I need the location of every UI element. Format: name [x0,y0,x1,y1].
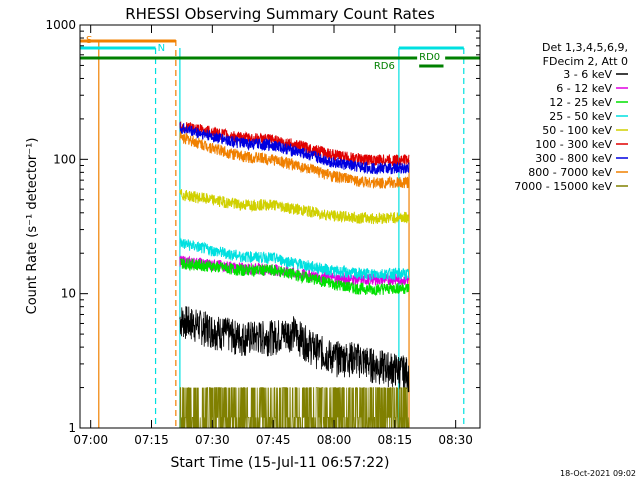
legend-entry-label: 6 - 12 keV [556,82,612,95]
x-tick-label: 07:00 [73,433,108,447]
x-tick-label: 08:30 [438,433,473,447]
legend-entry-label: 25 - 50 keV [549,110,612,123]
flag-label-n: N [158,43,165,54]
series-line-4 [179,189,410,225]
y-tick-label: 100 [53,152,76,166]
x-tick-label: 08:00 [317,433,352,447]
legend: Det 1,3,4,5,6,9,FDecim 2, Att 03 - 6 keV… [514,41,628,193]
axis-ticks: 1 10 100 1000 07:00 07:15 07:30 07:45 08:00 08:15… [45,18,480,447]
x-tick-label: 07:30 [195,433,230,447]
legend-header-line: FDecim 2, Att 0 [543,55,628,68]
y-axis-label: Count Rate (s⁻¹ detector⁻¹) [25,138,40,315]
flag-label-s: S [86,35,92,46]
chart-title: RHESSI Observing Summary Count Rates [125,5,435,23]
plot-frame [79,24,481,429]
y-tick-label: 1 [68,421,76,435]
x-tick-label: 07:15 [134,433,169,447]
series-line-3 [179,237,410,282]
series-layer [179,121,410,429]
x-tick-label: 08:15 [378,433,413,447]
series-line-0 [179,306,410,393]
legend-entry-label: 300 - 800 keV [535,152,612,165]
y-tick-label: 1000 [45,18,76,32]
rd0-label-bg [417,51,446,61]
flag-label-rd0: RD0 [419,52,440,63]
series-line-6 [179,122,410,175]
legend-header-line: Det 1,3,4,5,6,9, [542,41,628,54]
legend-entry-label: 3 - 6 keV [563,68,612,81]
legend-entry-label: 7000 - 15000 keV [514,180,612,193]
x-tick-label: 07:45 [256,433,291,447]
legend-entry-label: 100 - 300 keV [535,138,612,151]
x-axis-label: Start Time (15-Jul-11 06:57:22) [170,455,389,471]
legend-entry-label: 12 - 25 keV [549,96,612,109]
y-tick-label: 10 [61,287,76,301]
series-line-8 [179,387,410,429]
flag-bars: S N RD0 RD6 [80,35,480,428]
flag-label-rd6: RD6 [374,61,395,72]
series-line-2 [179,257,410,297]
series-line-7 [179,130,410,189]
legend-entry-label: 50 - 100 keV [542,124,612,137]
legend-entry-label: 800 - 7000 keV [528,166,612,179]
footer-date: 18-Oct-2021 09:02 [560,469,636,478]
series-line-5 [179,121,410,167]
